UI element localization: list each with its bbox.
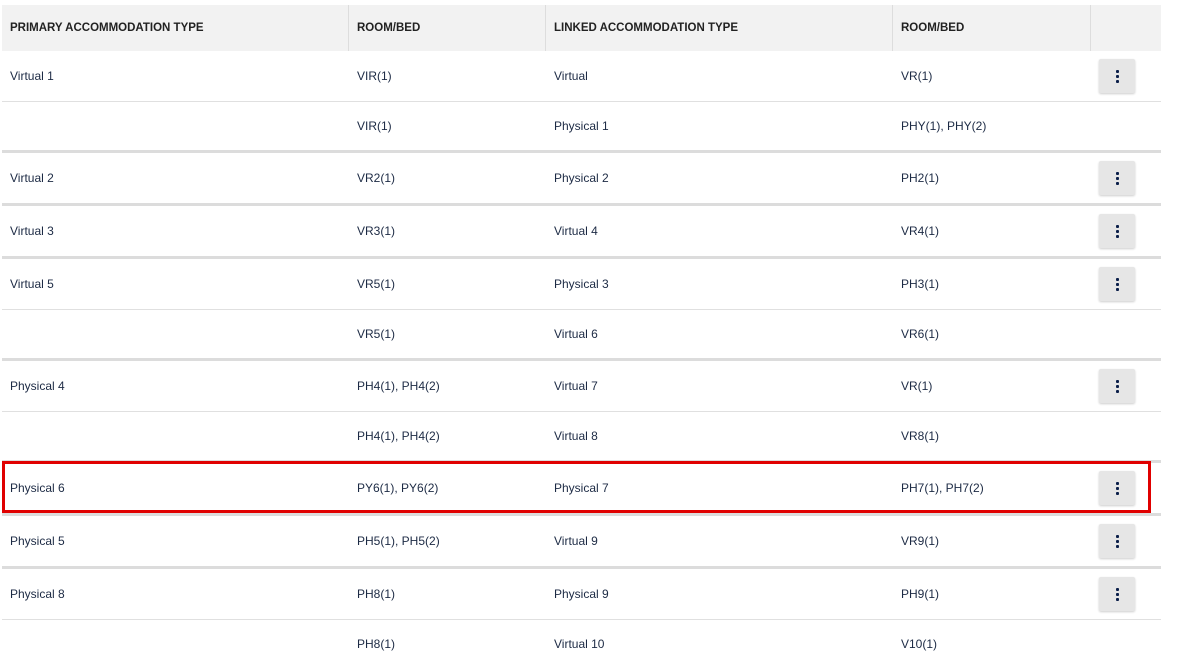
table-row: VR5(1) Virtual 6 VR6(1) [2,309,1161,358]
linked-type-cell: Physical 2 [554,171,609,185]
more-vertical-icon [1115,379,1119,393]
table-row: Virtual 3 VR3(1) Virtual 4 VR4(1) [2,203,1161,256]
linked-type-cell: Physical 7 [554,481,609,495]
actions-cell [1091,259,1161,309]
header-linked-type: LINKED ACCOMMODATION TYPE [546,5,893,51]
primary-room-cell: VR3(1) [357,224,396,238]
header-primary-type: PRIMARY ACCOMMODATION TYPE [2,5,349,51]
linked-type-cell: Virtual 10 [554,637,605,651]
primary-type-cell [2,412,349,460]
linked-room-cell: V10(1) [901,637,938,651]
table-row: VIR(1) Physical 1 PHY(1), PHY(2) [2,101,1161,150]
actions-cell [1091,412,1161,460]
linked-type-cell: Virtual 4 [554,224,598,238]
linked-type-cell: Physical 3 [554,277,609,291]
linked-room-cell: PH7(1), PH7(2) [901,481,984,495]
more-vertical-icon [1115,534,1119,548]
table-row: PH8(1) Virtual 10 V10(1) [2,619,1161,668]
primary-type-cell: Virtual 1 [10,69,54,83]
row-menu-button[interactable] [1099,214,1135,248]
more-vertical-icon [1115,171,1119,185]
primary-room-cell: PH4(1), PH4(2) [357,379,440,393]
primary-room-cell: PY6(1), PY6(2) [357,481,439,495]
primary-room-cell: PH8(1) [357,637,396,651]
primary-type-cell: Physical 5 [10,534,65,548]
row-menu-button[interactable] [1099,161,1135,195]
linked-type-cell: Virtual [554,69,588,83]
primary-room-cell: PH5(1), PH5(2) [357,534,440,548]
primary-type-cell: Physical 8 [10,587,65,601]
actions-cell [1091,51,1161,101]
linked-room-cell: VR9(1) [901,534,940,548]
table-body: Virtual 1 VIR(1) Virtual VR(1) VIR(1) Physica… [2,51,1161,668]
more-vertical-icon [1115,481,1119,495]
linked-room-cell: VR6(1) [901,327,940,341]
table-header: PRIMARY ACCOMMODATION TYPE ROOM/BED LINK… [2,5,1161,51]
table-row: Physical 8 PH8(1) Physical 9 PH9(1) [2,566,1161,619]
header-primary-room: ROOM/BED [349,5,546,51]
linked-room-cell: VR(1) [901,379,933,393]
primary-room-cell: PH4(1), PH4(2) [357,429,440,443]
primary-room-cell: PH8(1) [357,587,396,601]
primary-type-cell: Physical 4 [10,379,65,393]
row-menu-button[interactable] [1099,369,1135,403]
primary-type-cell [2,620,349,668]
actions-cell [1091,153,1161,203]
table-row: Physical 4 PH4(1), PH4(2) Virtual 7 VR(1) [2,358,1161,411]
primary-room-cell: VR2(1) [357,171,396,185]
linked-room-cell: PHY(1), PHY(2) [901,119,987,133]
linked-type-cell: Physical 9 [554,587,609,601]
header-actions [1091,5,1161,51]
actions-cell [1091,516,1161,566]
more-vertical-icon [1115,587,1119,601]
table-row: Physical 5 PH5(1), PH5(2) Virtual 9 VR9(1) [2,513,1161,566]
primary-type-cell: Virtual 5 [10,277,54,291]
actions-cell [1091,620,1161,668]
actions-cell [1091,361,1161,411]
header-linked-room: ROOM/BED [893,5,1091,51]
linked-room-cell: PH2(1) [901,171,940,185]
more-vertical-icon [1115,69,1119,83]
primary-type-cell: Virtual 3 [10,224,54,238]
primary-room-cell: VIR(1) [357,69,392,83]
row-menu-button[interactable] [1099,267,1135,301]
linked-room-cell: VR4(1) [901,224,940,238]
row-menu-button[interactable] [1099,524,1135,558]
table-row: PH4(1), PH4(2) Virtual 8 VR8(1) [2,411,1161,460]
primary-room-cell: VR5(1) [357,277,396,291]
primary-room-cell: VIR(1) [357,119,392,133]
table-row: Virtual 5 VR5(1) Physical 3 PH3(1) [2,256,1161,309]
row-menu-button[interactable] [1099,59,1135,93]
linked-type-cell: Virtual 8 [554,429,598,443]
table-row: Virtual 2 VR2(1) Physical 2 PH2(1) [2,150,1161,203]
linked-room-cell: PH3(1) [901,277,940,291]
more-vertical-icon [1115,277,1119,291]
primary-type-cell [2,102,349,150]
primary-type-cell: Physical 6 [10,481,65,495]
actions-cell [1091,463,1161,513]
linked-room-cell: VR8(1) [901,429,940,443]
row-menu-button[interactable] [1099,471,1135,505]
actions-cell [1091,310,1161,358]
row-menu-button[interactable] [1099,577,1135,611]
linked-room-cell: VR(1) [901,69,933,83]
primary-room-cell: VR5(1) [357,327,396,341]
primary-type-cell [2,310,349,358]
linked-type-cell: Physical 1 [554,119,609,133]
actions-cell [1091,102,1161,150]
linked-type-cell: Virtual 6 [554,327,598,341]
table-row: Virtual 1 VIR(1) Virtual VR(1) [2,51,1161,101]
linked-room-cell: PH9(1) [901,587,940,601]
actions-cell [1091,569,1161,619]
accommodation-links-table: PRIMARY ACCOMMODATION TYPE ROOM/BED LINK… [2,5,1161,668]
table-row: Physical 6 PY6(1), PY6(2) Physical 7 PH7(1)… [2,460,1161,513]
more-vertical-icon [1115,224,1119,238]
actions-cell [1091,206,1161,256]
linked-type-cell: Virtual 9 [554,534,598,548]
primary-type-cell: Virtual 2 [10,171,54,185]
linked-type-cell: Virtual 7 [554,379,598,393]
